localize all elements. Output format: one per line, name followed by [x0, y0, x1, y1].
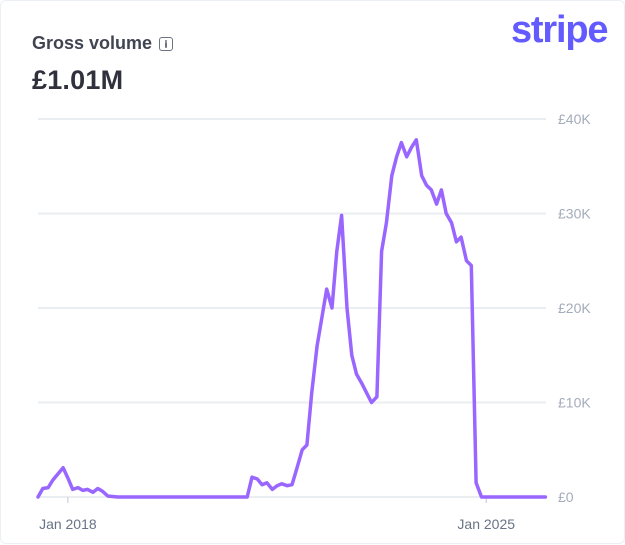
chart-title: Gross volume — [32, 33, 153, 53]
y-tick-label: £30K — [558, 206, 591, 222]
x-tick-label: Jan 2018 — [39, 516, 97, 532]
series-group — [36, 138, 548, 499]
y-tick-label: £40K — [558, 111, 591, 127]
total-amount: £1.01M — [32, 65, 124, 95]
info-icon[interactable] — [159, 36, 174, 51]
grid-lines — [38, 118, 546, 498]
y-axis-ticks: £0 £10K £20K £30K £40K — [558, 111, 591, 505]
title-row: Gross volume — [32, 33, 174, 54]
x-tick-label: Jan 2025 — [457, 516, 515, 532]
x-axis-ticks: Jan 2018 Jan 2025 — [39, 497, 515, 532]
y-tick-label: £0 — [558, 489, 574, 505]
y-tick-label: £20K — [558, 300, 591, 316]
stripe-logo: stripe — [511, 9, 608, 51]
y-tick-label: £10K — [558, 395, 591, 411]
series-line-gross-volume — [36, 138, 548, 499]
